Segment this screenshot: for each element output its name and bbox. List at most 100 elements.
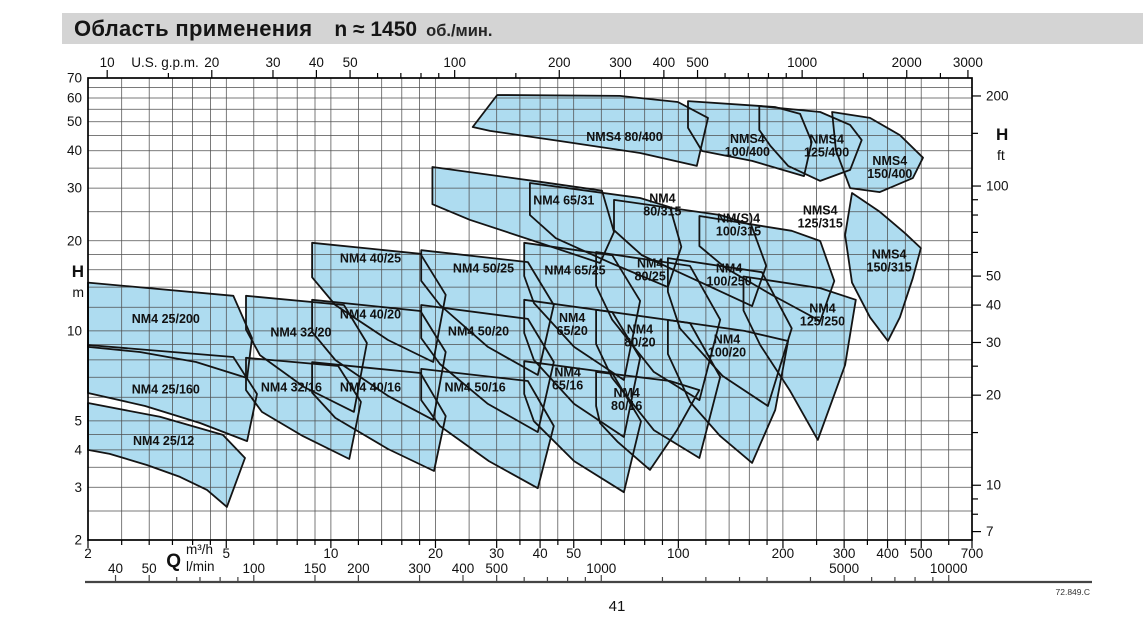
gpm-tick-label: 100	[443, 55, 466, 70]
region-outline-NM4 125/250	[742, 275, 857, 441]
region-label-line2-NM4 80/25: 80/25	[635, 269, 666, 283]
region-outline-NM4 80/20	[595, 309, 722, 459]
gpm-tick-label: 40	[309, 55, 324, 70]
m3h-tick-label: 5	[223, 546, 231, 561]
region-label-NMS4 125/315: NMS4	[803, 204, 838, 218]
head-m-tick-label: 3	[74, 480, 82, 495]
head-ft-tick-label: 7	[986, 524, 994, 539]
region-label-line2-NMS4 125/315: 125/315	[798, 217, 843, 231]
head-m-tick-label: 10	[67, 323, 82, 338]
region-fill-NMS4 80/400	[472, 95, 708, 166]
head-m-tick-label: 70	[67, 71, 82, 86]
lmin-tick-label: 300	[408, 561, 431, 576]
head-left-axis-label: H	[72, 262, 84, 281]
region-outline-NMS4 150/400	[831, 111, 924, 193]
region-outline-NMS4 80/400	[471, 94, 709, 167]
gpm-tick-label: 50	[343, 55, 358, 70]
region-label-NM4 80/20: NM4	[627, 323, 653, 337]
region-outline-NM4 25/160	[87, 344, 258, 442]
region-label-NM4 40/16: NM4 40/16	[340, 380, 401, 394]
region-outline-NM4 65/31	[431, 166, 615, 264]
region-label-NMS4 150/400: NMS4	[872, 154, 907, 168]
gpm-tick-label: 20	[204, 55, 219, 70]
region-outline-NM4 100/20	[667, 319, 789, 464]
m3h-tick-label: 200	[772, 546, 795, 561]
m3h-tick-label: 700	[961, 546, 984, 561]
head-m-tick-label: 5	[74, 413, 82, 428]
region-outline-NM4 25/200	[87, 281, 253, 379]
gpm-tick-label: 10	[100, 55, 115, 70]
title-bar: Область применения n ≈ 1450 об./мин.	[62, 13, 1143, 44]
region-label-line2-NMS4 100/400: 100/400	[725, 145, 770, 159]
head-right-unit-label: ft	[997, 147, 1005, 163]
lmin-tick-label: 400	[452, 561, 475, 576]
gpm-axis-label: U.S. g.p.m.	[131, 55, 199, 70]
region-label-NM4 25/12: NM4 25/12	[133, 434, 194, 448]
region-label-line2-NMS4 150/400: 150/400	[867, 167, 912, 181]
region-label-line2-NMS4 150/315: 150/315	[867, 261, 912, 275]
region-outline-NM4 40/20	[311, 298, 447, 421]
region-label-NMS4 125/400: NMS4	[809, 133, 844, 147]
region-outline-NM4 40/25	[311, 241, 447, 363]
lmin-tick-label: 500	[485, 561, 508, 576]
flow-unit-m3h-label: m³/h	[186, 542, 213, 557]
gpm-tick-label: 500	[686, 55, 709, 70]
region-label-NM4 65/16: NM4	[554, 366, 580, 380]
region-label-NMS4 150/315: NMS4	[872, 248, 907, 262]
head-m-tick-label: 30	[67, 181, 82, 196]
lmin-tick-label: 150	[304, 561, 327, 576]
region-outline-NM4 80/25	[595, 251, 722, 401]
region-label-NM4 32/20: NM4 32/20	[270, 326, 331, 340]
gpm-tick-label: 2000	[892, 55, 922, 70]
region-label-NM4 40/25: NM4 40/25	[340, 252, 401, 266]
head-ft-tick-label: 100	[986, 179, 1009, 194]
region-outline-NM4 50/16	[420, 368, 555, 490]
region-label-line2-NM4 125/250: 125/250	[800, 315, 845, 329]
region-label-NM4 100/250: NM4	[716, 261, 742, 275]
region-outline-NMS4 125/400	[758, 105, 863, 182]
plot-border	[87, 77, 973, 541]
region-outline-NMS4 125/315	[698, 215, 836, 322]
region-label-line2-NM4 100/20: 100/20	[708, 346, 746, 360]
lmin-tick-label: 1000	[586, 561, 616, 576]
lmin-tick-label: 100	[243, 561, 266, 576]
region-outline-NM4 50/20	[420, 304, 555, 433]
lmin-tick-label: 5000	[829, 561, 859, 576]
head-m-tick-label: 40	[67, 143, 82, 158]
lmin-tick-label: 10000	[930, 561, 968, 576]
head-ft-tick-label: 40	[986, 298, 1001, 313]
m3h-tick-label: 50	[566, 546, 581, 561]
region-label-NM4 40/20: NM4 40/20	[340, 307, 401, 321]
title-speed: n ≈ 1450	[334, 18, 418, 41]
region-label-line2-NM(S)4 100/315: 100/315	[716, 224, 761, 238]
page-title: Область применения	[74, 16, 313, 41]
region-label-line2-NM4 100/250: 100/250	[707, 274, 752, 288]
region-label-NM4 50/20: NM4 50/20	[448, 324, 509, 338]
gpm-tick-label: 200	[548, 55, 571, 70]
region-fill-NM4 25/12	[88, 403, 245, 507]
region-label-NM4 50/25: NM4 50/25	[453, 262, 514, 276]
m3h-tick-label: 300	[833, 546, 856, 561]
m3h-tick-label: 100	[667, 546, 690, 561]
head-ft-tick-label: 30	[986, 335, 1001, 350]
head-m-tick-label: 20	[67, 233, 82, 248]
gpm-tick-label: 3000	[953, 55, 983, 70]
region-label-NM4 25/200: NM4 25/200	[132, 312, 200, 326]
head-right-axis-label: H	[996, 125, 1008, 144]
region-label-NM4 50/16: NM4 50/16	[445, 380, 506, 394]
page-number: 41	[608, 598, 626, 615]
m3h-tick-label: 500	[910, 546, 933, 561]
head-m-tick-label: 50	[67, 114, 82, 129]
region-label-line2-NM4 80/315: 80/315	[643, 205, 681, 219]
region-outline-NM4 32/20	[245, 294, 368, 413]
head-ft-tick-label: 50	[986, 269, 1001, 284]
drawing-code: 72.849.C	[1055, 587, 1091, 597]
lmin-tick-label: 200	[347, 561, 370, 576]
m3h-tick-label: 20	[428, 546, 443, 561]
flow-axis-label: Q	[166, 551, 181, 572]
region-label-NM4 25/160: NM4 25/160	[132, 382, 200, 396]
m3h-tick-label: 2	[84, 546, 92, 561]
region-label-NMS4 80/400: NMS4 80/400	[586, 130, 662, 144]
head-left-unit-label: m	[72, 284, 84, 300]
